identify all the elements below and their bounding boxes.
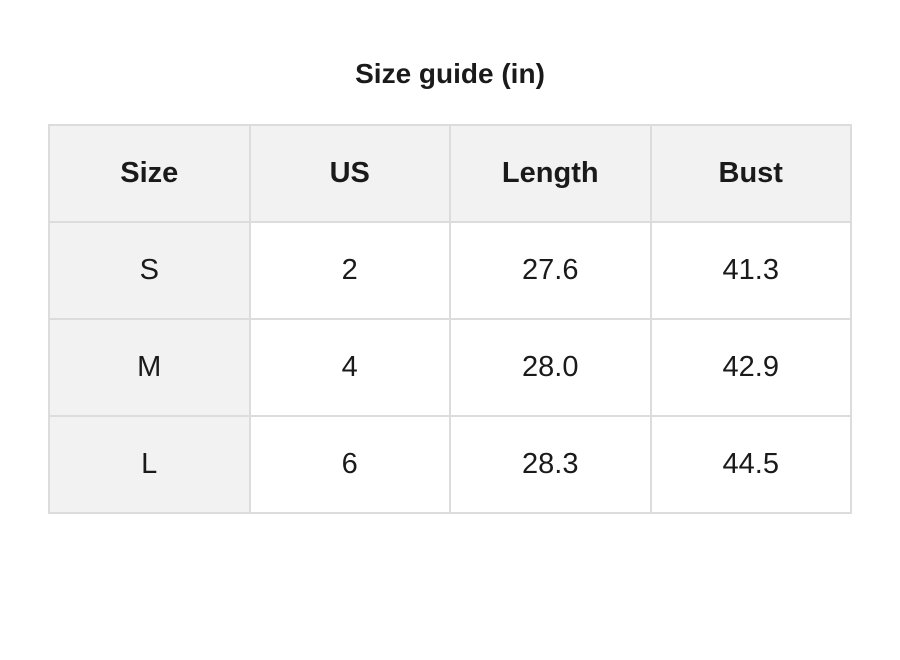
size-guide-table: Size US Length Bust S 2 27.6 41.3 M 4 28.0 42.9… <box>48 124 852 514</box>
cell-length: 27.6 <box>449 221 652 320</box>
page-title: Size guide (in) <box>355 58 545 89</box>
cell-size: S <box>48 221 251 320</box>
cell-us: 4 <box>248 318 451 417</box>
cell-length: 28.0 <box>449 318 652 417</box>
table-row: M 4 28.0 42.9 <box>48 318 852 417</box>
table-row: L 6 28.3 44.5 <box>48 415 852 514</box>
cell-us: 2 <box>248 221 451 320</box>
header-length: Length <box>449 124 652 223</box>
cell-size: M <box>48 318 251 417</box>
cell-us: 6 <box>248 415 451 514</box>
header-row: Size US Length Bust <box>48 124 852 223</box>
table-row: S 2 27.6 41.3 <box>48 221 852 320</box>
header-size: Size <box>48 124 251 223</box>
cell-bust: 42.9 <box>649 318 852 417</box>
header-us: US <box>248 124 451 223</box>
cell-bust: 41.3 <box>649 221 852 320</box>
cell-bust: 44.5 <box>649 415 852 514</box>
header-bust: Bust <box>649 124 852 223</box>
cell-size: L <box>48 415 251 514</box>
cell-length: 28.3 <box>449 415 652 514</box>
